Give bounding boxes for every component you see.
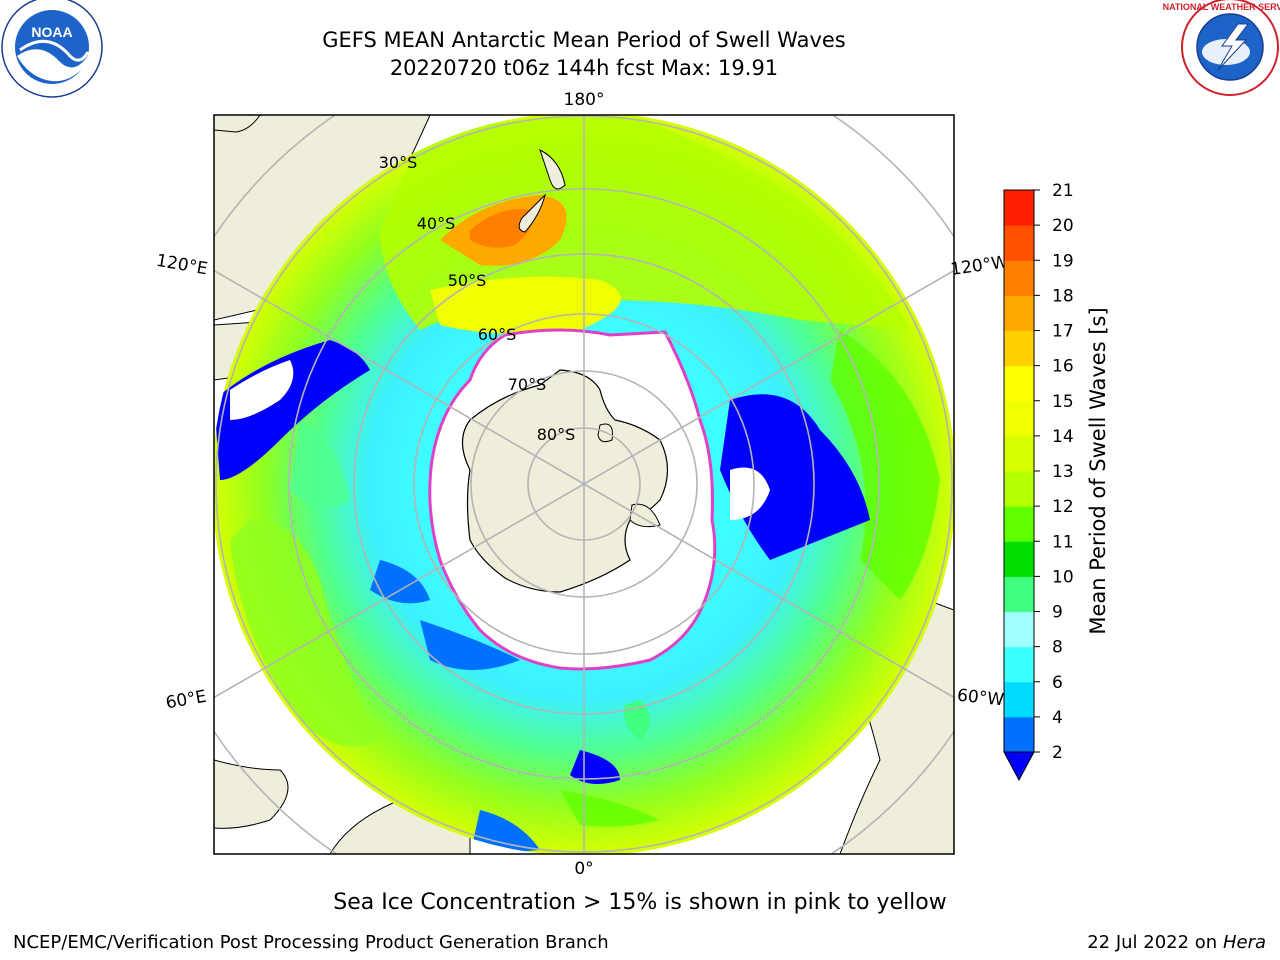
colorbar-tick-label: 4 — [1052, 708, 1063, 728]
colorbar-tick-label: 12 — [1052, 497, 1074, 517]
lat-label-30s: 30°S — [379, 153, 418, 172]
lat-label-40s: 40°S — [417, 214, 456, 233]
colorbar-segment — [1004, 260, 1034, 296]
colorbar-tick-label: 10 — [1052, 567, 1074, 587]
lon-label-60w: 60°W — [956, 686, 1005, 711]
new-zealand — [518, 149, 566, 233]
colorbar-tick-label: 2 — [1052, 743, 1063, 763]
colorbar-tick-label: 16 — [1052, 357, 1074, 377]
lon-label-180: 180° — [564, 90, 605, 110]
lon-label-120e: 120°E — [155, 251, 209, 280]
colorbar-under-arrow — [1003, 751, 1035, 782]
colorbar-label: Mean Period of Swell Waves [s] — [1086, 307, 1110, 634]
noaa-logo: NOAA — [1, 0, 103, 98]
sea-ice-note: Sea Ice Concentration > 15% is shown in … — [333, 890, 947, 915]
colorbar-tick-label: 20 — [1052, 216, 1074, 236]
colorbar-tick-label: 8 — [1052, 638, 1063, 658]
colorbar-segment — [1004, 435, 1034, 472]
colorbar-segment — [1004, 681, 1034, 718]
lat-label-80s: 80°S — [537, 425, 576, 444]
colorbar: 2 4 6 8 9 10 11 12 13 14 15 16 17 18 19 20 21 — [1003, 181, 1074, 782]
lat-label-70s: 70°S — [508, 375, 547, 394]
map-frame — [213, 114, 955, 855]
colorbar-tick-label: 21 — [1052, 181, 1074, 201]
colorbar-tick-label: 14 — [1052, 427, 1074, 447]
chart-subtitle: 20220720 t06z 144h fcst Max: 19.91 — [389, 56, 779, 80]
colorbar-tick-label: 6 — [1052, 673, 1063, 693]
colorbar-segment — [1004, 330, 1034, 367]
colorbar-segment — [1004, 365, 1034, 402]
nws-logo: NATIONAL WEATHER SERVICE — [1163, 0, 1280, 96]
antarctica — [461, 369, 669, 593]
colorbar-segment — [1004, 471, 1034, 507]
lon-label-0: 0° — [574, 859, 593, 879]
lat-label-60s: 60°S — [478, 325, 517, 344]
colorbar-segment — [1004, 225, 1034, 261]
nws-logo-text: NATIONAL WEATHER SERVICE — [1163, 2, 1280, 12]
colorbar-tick-label: 13 — [1052, 462, 1074, 482]
lon-label-60e: 60°E — [164, 687, 208, 714]
producer-credit: NCEP/EMC/Verification Post Processing Pr… — [13, 932, 609, 953]
date-text: 22 Jul 2022 on — [1087, 932, 1223, 953]
colorbar-segment — [1004, 576, 1034, 612]
machine-name: Hera — [1222, 932, 1266, 953]
colorbar-segment — [1004, 400, 1034, 437]
colorbar-segment — [1004, 190, 1034, 226]
colorbar-segment — [1004, 541, 1034, 577]
colorbar-tick-label: 15 — [1052, 392, 1074, 412]
colorbar-tick-label: 19 — [1052, 251, 1074, 271]
colorbar-tick-label: 11 — [1052, 532, 1074, 552]
colorbar-segment — [1004, 506, 1034, 542]
chart-title: GEFS MEAN Antarctic Mean Period of Swell… — [322, 28, 846, 52]
colorbar-segment — [1004, 611, 1034, 648]
colorbar-tick-label: 17 — [1052, 322, 1074, 342]
lat-label-50s: 50°S — [448, 271, 487, 290]
lon-label-120w: 120°W — [949, 252, 1009, 280]
noaa-logo-text: NOAA — [31, 24, 72, 40]
colorbar-tick-label: 9 — [1052, 603, 1063, 623]
colorbar-segment — [1004, 646, 1034, 683]
colorbar-segment — [1004, 295, 1034, 331]
date-credit: 22 Jul 2022 on Hera — [1087, 932, 1266, 953]
colorbar-tick-label: 18 — [1052, 286, 1074, 306]
colorbar-segment — [1004, 716, 1034, 753]
